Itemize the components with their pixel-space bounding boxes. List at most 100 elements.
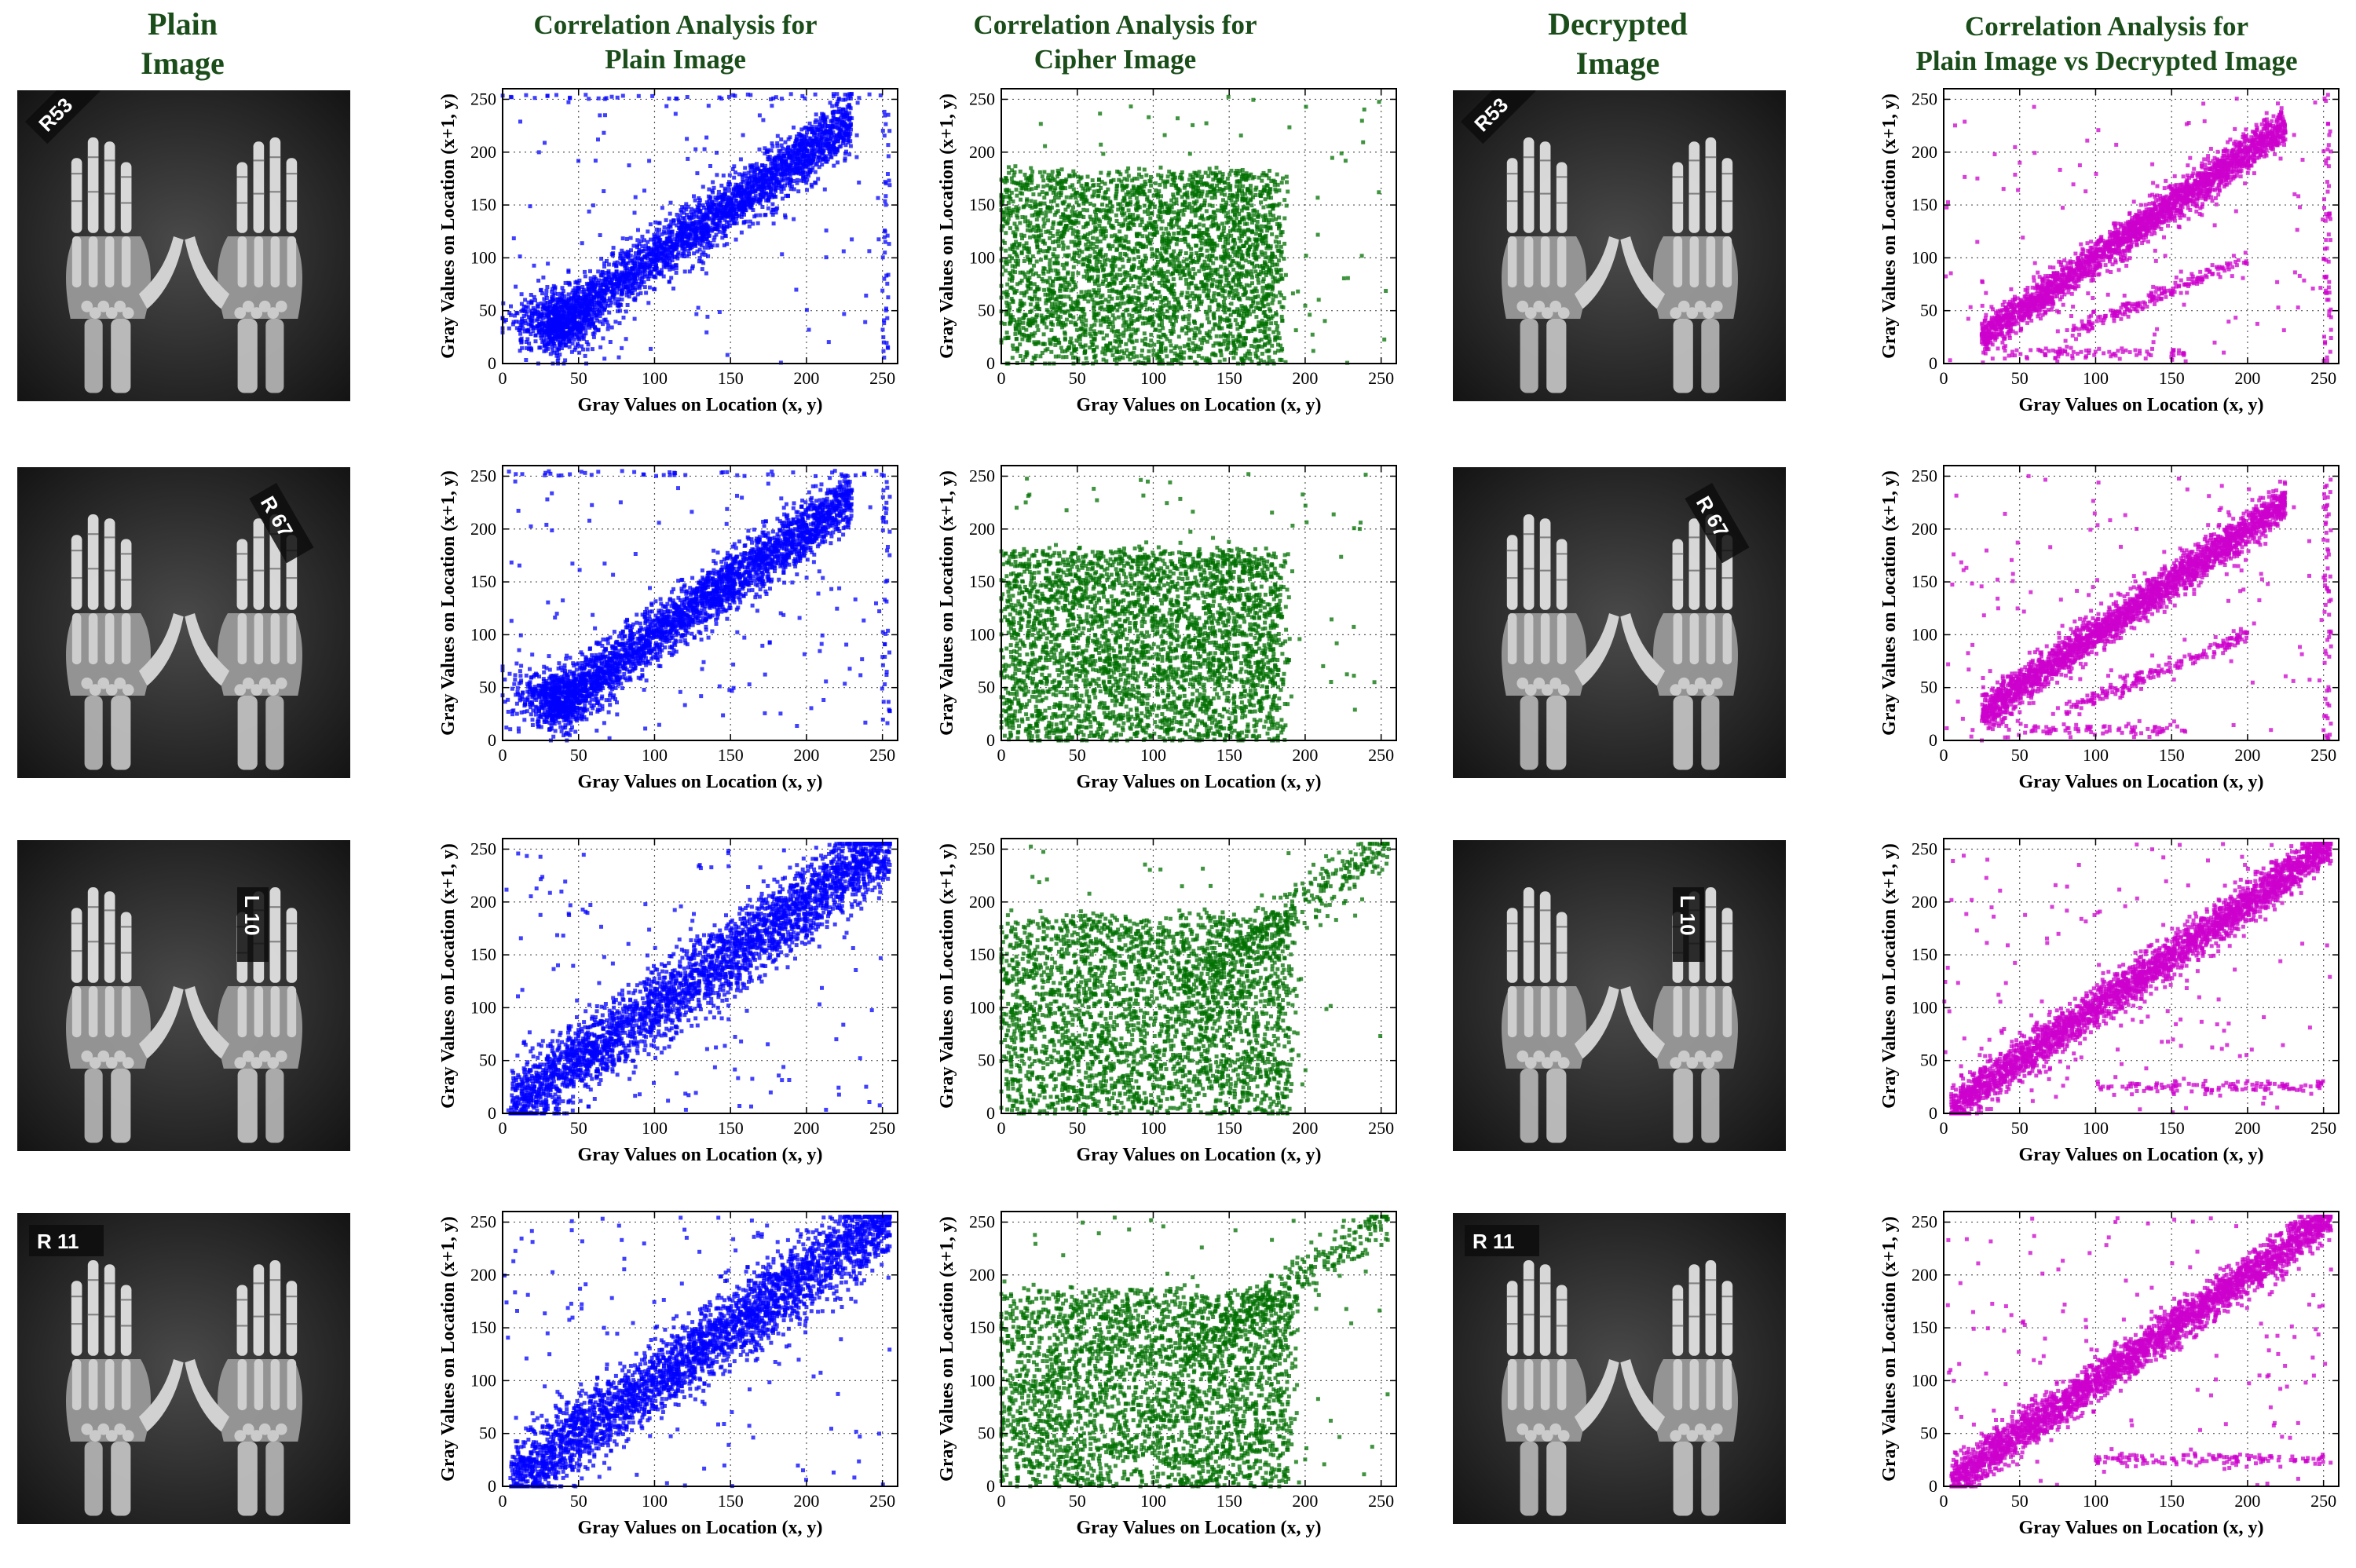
scatter-point [723,233,727,238]
scatter-point [1049,349,1054,354]
scatter-point [1142,192,1147,196]
scatter-point [1174,222,1179,227]
scatter-point [769,167,774,172]
scatter-point [582,318,586,323]
scatter-point [1247,260,1252,265]
scatter-point [514,284,518,289]
scatter-point [799,148,803,152]
scatter-point [1240,198,1245,203]
scatter-point [652,240,657,245]
scatter-point [1249,188,1253,192]
scatter-point [1051,252,1055,257]
scatter-point [887,183,892,188]
scatter-point [633,276,638,281]
scatter-point [1267,316,1271,321]
scatter-point [803,144,807,148]
scatter-point [1268,169,1271,173]
scatter-point [1232,205,1237,210]
scatter-point [1266,221,1271,225]
scatter-point [1262,185,1267,189]
scatter-point [1013,270,1017,275]
scatter-point [752,170,756,174]
scatter-point [1199,203,1204,207]
scatter-point [541,305,546,309]
scatter-point [584,340,589,345]
scatter-point [748,169,753,174]
scatter-point [517,320,521,324]
scatter-point [523,309,527,313]
scatter-point [878,93,883,97]
scatter-point [648,264,653,269]
scatter-point [1195,304,1199,309]
scatter-point [1122,211,1127,216]
scatter-point [803,96,807,101]
scatter-point [1271,275,1275,280]
scatter-point [552,350,557,355]
scatter-point [803,170,807,175]
scatter-point [1129,298,1134,302]
scatter-point [727,224,732,228]
scatter-point [1274,189,1279,194]
scatter-point [676,220,681,225]
scatter-point [842,137,846,142]
scatter-point [551,311,556,316]
scatter-point [761,118,766,122]
scatter-point [1218,319,1222,323]
scatter-point [566,292,571,297]
scatter-point [697,203,701,207]
scatter-point [1213,214,1217,217]
scatter-point [596,269,601,274]
scatter-point [1191,194,1195,199]
scatter-point [885,233,890,238]
scatter-point [844,149,848,154]
scatter-point [685,225,689,229]
scatter-point [775,133,780,138]
scatter-point [1235,228,1238,232]
scatter-point [1052,220,1055,225]
scatter-point [682,250,686,255]
scatter-point [693,224,698,228]
scatter-point [536,310,541,315]
scatter-point [1163,185,1168,189]
scatter-point [1151,308,1155,313]
scatter-point [1053,276,1058,281]
scatter-point [1142,203,1147,208]
scatter-point [1180,227,1183,232]
scatter-point [1192,336,1197,341]
scatter-point [848,106,853,111]
scatter-point [664,104,669,108]
scatter-point [659,258,664,263]
scatter-point [1264,246,1269,250]
scatter-point [1076,260,1081,265]
scatter-point [655,271,660,276]
scatter-point [1192,347,1197,352]
scatter-point [738,157,743,162]
scatter-point [627,294,631,299]
scatter-point [857,181,862,185]
scatter-point [602,295,607,300]
scatter-point [609,325,614,330]
scatter-point [821,152,825,156]
scatter-point [789,161,794,166]
scatter-point [1033,331,1037,335]
scatter-point [596,280,600,285]
scatter-point [1235,292,1240,297]
scatter-point [1222,225,1227,230]
scatter-point [761,190,766,195]
scatter-point [825,115,829,119]
scatter-point [1039,313,1044,318]
scatter-point [1084,243,1088,247]
scatter-point [659,268,664,272]
scatter-point [1069,320,1073,324]
scatter-point [705,224,710,228]
scatter-point [1076,221,1081,225]
scatter-point [1137,280,1142,285]
scatter-point [637,286,642,291]
scatter-point [1089,339,1094,344]
scatter-point [1000,178,1004,183]
scatter-point [614,264,619,269]
scatter-point [744,219,748,224]
scatter-point [780,252,785,257]
scatter-point [529,311,534,316]
